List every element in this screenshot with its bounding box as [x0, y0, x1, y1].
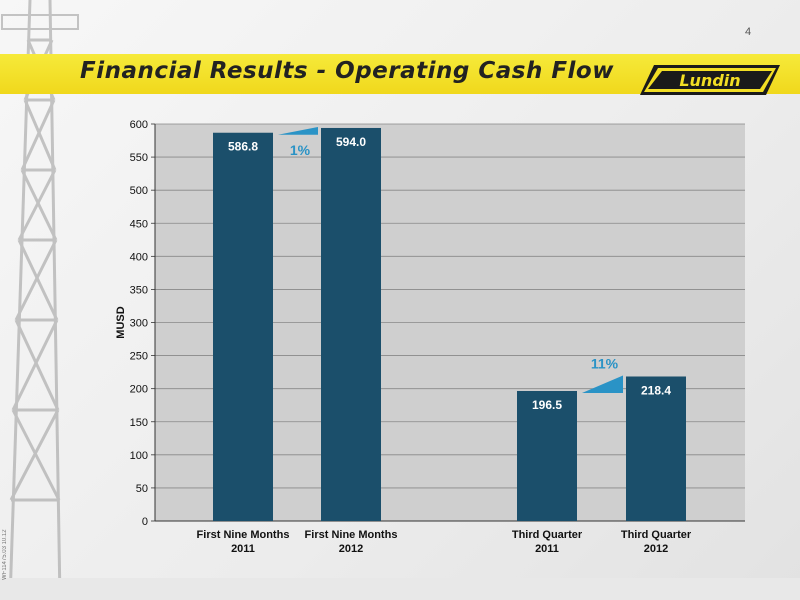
y-tick-label: 450: [130, 218, 148, 230]
y-tick-label: 550: [130, 152, 148, 164]
oil-rig-silhouette-icon: [1, 0, 79, 600]
y-tick-label: 150: [130, 417, 148, 429]
y-tick-label: 500: [130, 185, 148, 197]
bar-value-label: 594.0: [336, 135, 366, 149]
bar-value-label: 196.5: [532, 398, 562, 412]
y-tick-label: 50: [136, 483, 148, 495]
bar: [626, 376, 686, 521]
x-tick-label: Third Quarter: [621, 529, 692, 541]
change-wedge: [278, 126, 318, 135]
y-tick-label: 300: [130, 318, 148, 330]
page-title: Financial Results - Operating Cash Flow: [80, 58, 614, 84]
x-tick-label: 2012: [339, 543, 363, 555]
bar: [517, 390, 577, 521]
footer-band: [0, 578, 800, 600]
y-tick-label: 350: [130, 284, 148, 296]
change-percent-label: 1%: [290, 142, 311, 158]
bar-value-label: 218.4: [641, 383, 671, 397]
y-tick-label: 400: [130, 251, 148, 263]
x-tick-label: First Nine Months: [197, 529, 290, 541]
x-tick-label: Third Quarter: [512, 529, 583, 541]
x-tick-label: First Nine Months: [305, 529, 398, 541]
lundin-logo: Lundin: [640, 65, 780, 95]
logo-text: Lundin: [679, 71, 740, 90]
bar: [321, 127, 381, 521]
change-wedge: [582, 375, 623, 393]
y-tick-label: 250: [130, 351, 148, 363]
change-percent-label: 11%: [591, 355, 619, 371]
bar: [213, 132, 273, 521]
y-axis-label: MUSD: [115, 306, 127, 338]
y-tick-label: 600: [130, 119, 148, 131]
y-tick-label: 0: [142, 516, 148, 528]
x-tick-label: 2011: [535, 543, 559, 555]
x-tick-label: 2012: [644, 543, 668, 555]
y-tick-label: 200: [130, 384, 148, 396]
x-tick-label: 2011: [231, 543, 255, 555]
bar-value-label: 586.8: [228, 140, 258, 154]
page-number: 4: [745, 26, 752, 38]
y-tick-label: 100: [130, 450, 148, 462]
